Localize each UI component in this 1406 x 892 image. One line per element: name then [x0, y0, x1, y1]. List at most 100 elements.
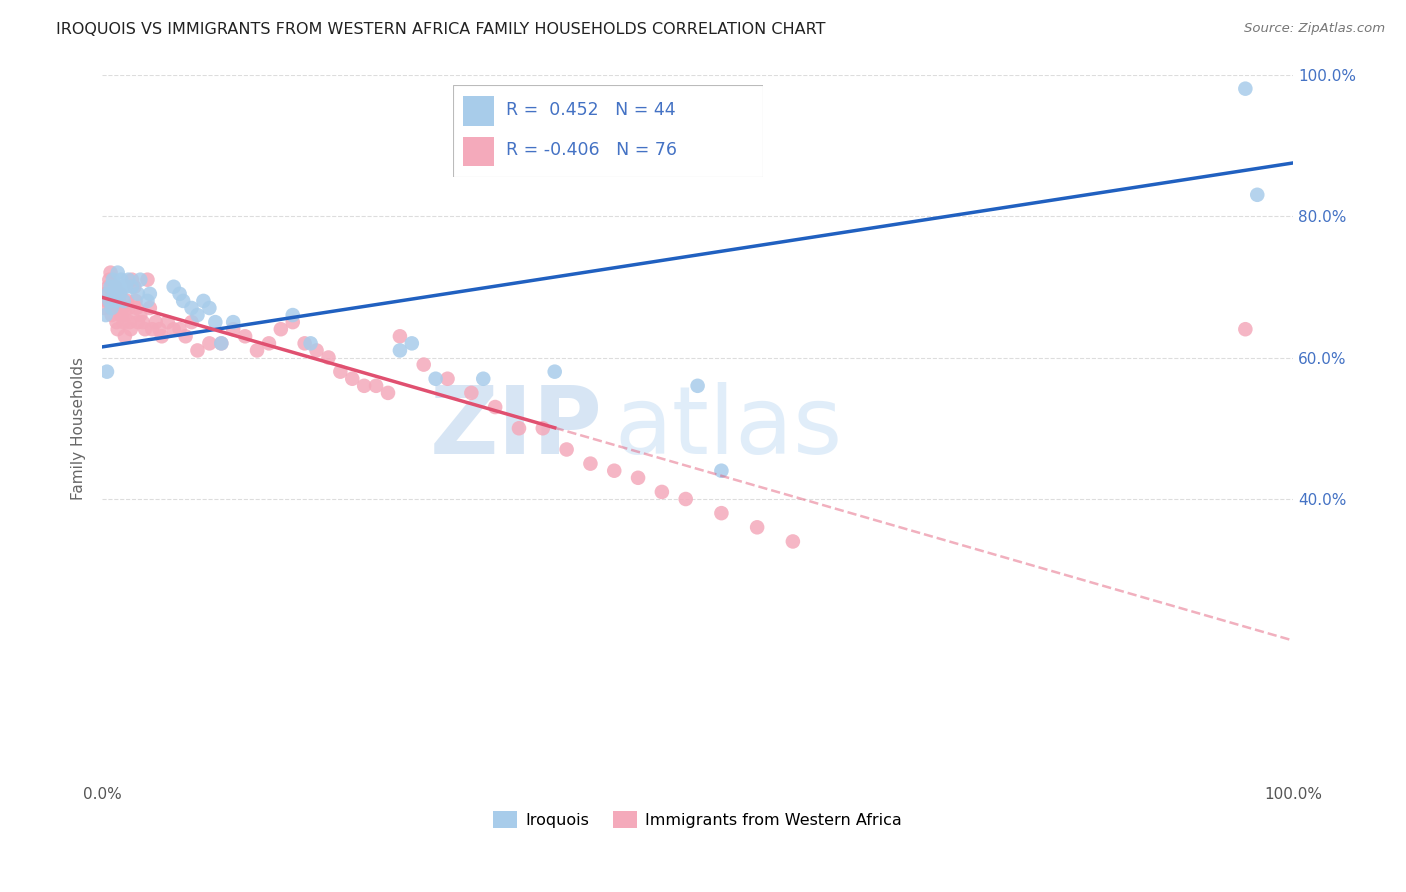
Text: Source: ZipAtlas.com: Source: ZipAtlas.com — [1244, 22, 1385, 36]
Point — [100, 308, 122, 322]
Point — [174, 329, 197, 343]
Point — [329, 365, 352, 379]
Point — [555, 442, 578, 457]
Point — [353, 379, 375, 393]
Point — [139, 286, 162, 301]
Point — [117, 301, 139, 315]
Point — [112, 293, 135, 308]
Point — [294, 336, 316, 351]
Point — [108, 286, 131, 301]
Point — [139, 301, 162, 315]
Point — [180, 301, 202, 315]
Point — [108, 293, 131, 308]
Point — [544, 365, 567, 379]
Point — [103, 301, 125, 315]
Text: atlas: atlas — [614, 383, 842, 475]
Point — [103, 286, 125, 301]
Point — [120, 322, 142, 336]
Point — [96, 365, 118, 379]
Point — [388, 343, 411, 358]
Point — [472, 372, 495, 386]
Point — [127, 286, 149, 301]
Point — [281, 315, 304, 329]
Point — [508, 421, 530, 435]
Point — [107, 266, 129, 280]
Point — [163, 322, 186, 336]
Point — [104, 279, 127, 293]
Point — [163, 279, 186, 293]
Point — [118, 315, 141, 329]
Point — [105, 315, 128, 329]
Point — [98, 273, 121, 287]
Text: IROQUOIS VS IMMIGRANTS FROM WESTERN AFRICA FAMILY HOUSEHOLDS CORRELATION CHART: IROQUOIS VS IMMIGRANTS FROM WESTERN AFRI… — [56, 22, 825, 37]
Point — [97, 286, 120, 301]
Point — [299, 336, 322, 351]
Point — [105, 293, 128, 308]
Point — [1234, 81, 1257, 95]
Point — [1234, 322, 1257, 336]
Point — [98, 293, 121, 308]
Point — [172, 293, 194, 308]
Point — [131, 315, 153, 329]
Point — [169, 286, 191, 301]
Point — [94, 286, 117, 301]
Point — [204, 315, 226, 329]
Point — [115, 293, 138, 308]
Point — [186, 343, 208, 358]
Point — [93, 301, 115, 315]
Point — [209, 336, 232, 351]
Point — [108, 279, 131, 293]
Point — [129, 273, 152, 287]
Point — [101, 293, 124, 308]
Point — [388, 329, 411, 343]
Point — [94, 308, 117, 322]
Point — [531, 421, 554, 435]
Point — [401, 336, 423, 351]
Point — [412, 358, 434, 372]
Point — [110, 308, 132, 322]
Point — [484, 400, 506, 414]
Point — [111, 279, 134, 293]
Point — [342, 372, 364, 386]
Y-axis label: Family Households: Family Households — [72, 357, 86, 500]
Point — [186, 308, 208, 322]
Point — [150, 329, 173, 343]
Point — [305, 343, 328, 358]
Point — [121, 273, 143, 287]
Point — [114, 329, 136, 343]
Point — [134, 322, 156, 336]
Point — [436, 372, 458, 386]
Point — [129, 308, 152, 322]
Point — [127, 315, 149, 329]
Legend: Iroquois, Immigrants from Western Africa: Iroquois, Immigrants from Western Africa — [486, 805, 908, 834]
Point — [675, 491, 697, 506]
Point — [145, 315, 167, 329]
Point — [100, 279, 122, 293]
Point — [270, 322, 292, 336]
Point — [115, 308, 138, 322]
Point — [110, 273, 132, 287]
Point — [627, 471, 650, 485]
Point — [141, 322, 163, 336]
Point — [603, 464, 626, 478]
Point — [115, 279, 138, 293]
Point — [156, 315, 179, 329]
Point — [112, 315, 135, 329]
Point — [107, 322, 129, 336]
Point — [460, 385, 482, 400]
Point — [169, 322, 191, 336]
Point — [364, 379, 387, 393]
Point — [246, 343, 269, 358]
Point — [136, 273, 159, 287]
Point — [222, 315, 245, 329]
Point — [281, 308, 304, 322]
Point — [101, 273, 124, 287]
Point — [96, 293, 118, 308]
Point — [782, 534, 804, 549]
Point — [136, 293, 159, 308]
Point — [148, 322, 170, 336]
Point — [121, 279, 143, 293]
Point — [104, 279, 127, 293]
Point — [651, 484, 673, 499]
Point — [108, 286, 131, 301]
